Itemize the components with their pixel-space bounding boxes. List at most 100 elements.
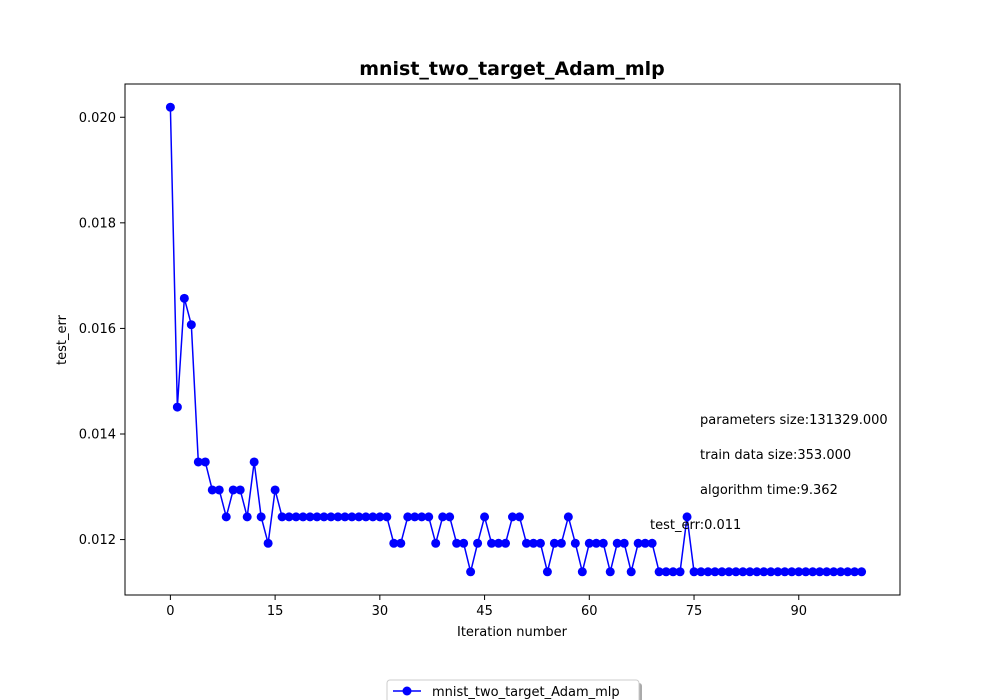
data-point	[801, 567, 811, 577]
data-point	[193, 457, 203, 467]
x-tick-label: 90	[790, 604, 807, 619]
data-point	[724, 567, 734, 577]
data-point	[717, 567, 727, 577]
x-axis-label: Iteration number	[457, 625, 568, 640]
data-point	[710, 567, 720, 577]
data-point	[549, 538, 559, 548]
annotations: parameters size:131329.000 train data si…	[650, 413, 888, 533]
data-point	[186, 320, 196, 330]
data-point	[850, 567, 860, 577]
data-point	[256, 512, 266, 522]
data-point	[661, 567, 671, 577]
x-tick-label: 0	[166, 604, 174, 619]
data-point	[389, 538, 399, 548]
y-tick-label: 0.012	[79, 533, 116, 548]
data-point	[473, 538, 483, 548]
data-point	[396, 538, 406, 548]
x-tick-label: 75	[686, 604, 703, 619]
data-point	[759, 567, 769, 577]
annotation-test-err: test_err:0.011	[650, 518, 741, 533]
data-point	[605, 567, 615, 577]
data-point	[501, 538, 511, 548]
data-point	[640, 538, 650, 548]
data-point	[375, 512, 385, 522]
data-point	[179, 293, 189, 303]
data-point	[326, 512, 336, 522]
plot-frame	[124, 83, 901, 596]
data-point	[431, 538, 441, 548]
annotation-algorithm-time: algorithm time:9.362	[700, 483, 838, 498]
annotation-train-data-size: train data size:353.000	[700, 448, 851, 463]
data-point	[857, 567, 867, 577]
legend-entry-label: mnist_two_target_Adam_mlp	[432, 685, 620, 700]
data-point	[633, 538, 643, 548]
data-point	[829, 567, 839, 577]
data-point	[242, 512, 252, 522]
data-point	[787, 567, 797, 577]
data-point	[563, 512, 573, 522]
data-point	[207, 485, 217, 495]
data-point	[445, 512, 455, 522]
data-point	[822, 567, 832, 577]
annotation-parameters-size: parameters size:131329.000	[700, 413, 888, 428]
data-point	[745, 567, 755, 577]
data-point	[647, 538, 657, 548]
y-tick-label: 0.020	[79, 111, 116, 126]
y-axis-label: test_err	[55, 314, 70, 365]
data-point	[305, 512, 315, 522]
legend: mnist_two_target_Adam_mlp	[386, 679, 642, 700]
data-point	[214, 485, 224, 495]
data-point	[766, 567, 776, 577]
data-point	[780, 567, 790, 577]
y-tick-label: 0.016	[79, 322, 116, 337]
data-point	[731, 567, 741, 577]
data-point	[556, 538, 566, 548]
data-point	[626, 567, 636, 577]
data-point	[270, 485, 280, 495]
data-point	[284, 512, 294, 522]
data-point	[668, 567, 678, 577]
data-point	[354, 512, 364, 522]
data-point	[228, 485, 238, 495]
data-point	[291, 512, 301, 522]
data-point	[298, 512, 308, 522]
data-point	[340, 512, 350, 522]
data-point	[752, 567, 762, 577]
data-point	[591, 538, 601, 548]
data-point	[612, 538, 622, 548]
data-point	[836, 567, 846, 577]
data-point	[487, 538, 497, 548]
data-point	[172, 402, 182, 412]
data-point	[494, 538, 504, 548]
data-point	[459, 538, 469, 548]
data-point	[333, 512, 343, 522]
data-point	[703, 567, 713, 577]
data-point	[263, 538, 273, 548]
plot-area: 0 15 30 45 60 75 90 0.012 0.014 0.016 0.018 0.020	[79, 83, 901, 619]
data-point	[312, 512, 322, 522]
data-point	[794, 567, 804, 577]
data-point	[466, 567, 476, 577]
data-point	[200, 457, 210, 467]
data-point	[619, 538, 629, 548]
data-point	[347, 512, 357, 522]
data-point	[808, 567, 818, 577]
data-point	[508, 512, 517, 522]
data-point	[528, 538, 538, 548]
series-layer	[165, 102, 867, 577]
data-point	[368, 512, 378, 522]
data-point	[452, 538, 462, 548]
data-point	[438, 512, 448, 522]
data-point	[424, 512, 434, 522]
data-point	[361, 512, 371, 522]
x-tick-label: 15	[267, 604, 284, 619]
data-point	[682, 512, 692, 522]
data-point	[521, 538, 531, 548]
data-point	[382, 512, 392, 522]
data-point	[773, 567, 783, 577]
x-tick-label: 45	[476, 604, 493, 619]
legend-box	[386, 679, 640, 700]
data-point	[689, 567, 699, 577]
data-point	[542, 567, 552, 577]
